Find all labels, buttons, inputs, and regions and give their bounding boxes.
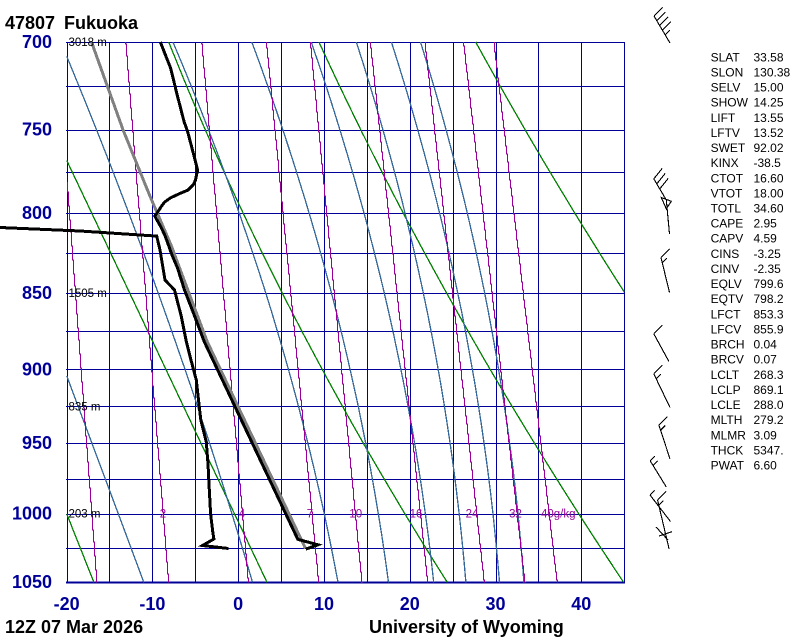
svg-text:SLAT: SLAT xyxy=(711,50,741,64)
svg-text:2: 2 xyxy=(160,509,166,521)
svg-text:-10: -10 xyxy=(139,594,165,614)
svg-text:16.60: 16.60 xyxy=(754,171,784,185)
svg-text:MLMR: MLMR xyxy=(711,428,747,442)
svg-text:MLTH: MLTH xyxy=(711,413,743,427)
svg-text:853.3: 853.3 xyxy=(754,307,784,321)
svg-text:0: 0 xyxy=(233,594,243,614)
svg-text:750: 750 xyxy=(22,120,52,140)
svg-text:1505 m: 1505 m xyxy=(69,288,107,300)
svg-text:20: 20 xyxy=(400,594,420,614)
svg-text:LFCT: LFCT xyxy=(711,307,742,321)
svg-text:SLON: SLON xyxy=(711,65,744,79)
svg-text:279.2: 279.2 xyxy=(754,413,784,427)
svg-text:TOTL: TOTL xyxy=(711,202,742,216)
svg-text:18.00: 18.00 xyxy=(754,186,784,200)
svg-text:CAPE: CAPE xyxy=(711,217,744,231)
svg-text:CINV: CINV xyxy=(711,262,740,276)
svg-text:1050: 1050 xyxy=(12,572,52,592)
svg-text:850: 850 xyxy=(22,283,52,303)
svg-text:16: 16 xyxy=(410,509,423,521)
svg-text:BRCV: BRCV xyxy=(711,353,744,367)
svg-text:835 m: 835 m xyxy=(69,401,101,413)
svg-text:13.52: 13.52 xyxy=(754,126,784,140)
svg-text:700: 700 xyxy=(22,32,52,52)
svg-text:268.3: 268.3 xyxy=(754,368,784,382)
svg-text:13.55: 13.55 xyxy=(754,111,784,125)
svg-text:1000: 1000 xyxy=(12,504,52,524)
svg-text:LCLP: LCLP xyxy=(711,383,741,397)
svg-text:40: 40 xyxy=(571,594,591,614)
svg-text:LFCV: LFCV xyxy=(711,322,742,336)
svg-text:47807: 47807 xyxy=(5,13,55,33)
svg-text:PWAT: PWAT xyxy=(711,459,745,473)
svg-text:CINS: CINS xyxy=(711,247,740,261)
svg-text:33.58: 33.58 xyxy=(754,50,784,64)
svg-text:LCLE: LCLE xyxy=(711,398,741,412)
svg-text:6.60: 6.60 xyxy=(754,459,778,473)
svg-text:KINX: KINX xyxy=(711,156,739,170)
svg-text:92.02: 92.02 xyxy=(754,141,784,155)
svg-text:34.60: 34.60 xyxy=(754,202,784,216)
svg-text:0.07: 0.07 xyxy=(754,353,778,367)
svg-text:5347.: 5347. xyxy=(754,443,784,457)
svg-text:4: 4 xyxy=(239,509,246,521)
svg-text:0.04: 0.04 xyxy=(754,338,778,352)
svg-text:LIFT: LIFT xyxy=(711,111,736,125)
svg-text:LCLT: LCLT xyxy=(711,368,740,382)
svg-text:EQTV: EQTV xyxy=(711,292,744,306)
svg-text:BRCH: BRCH xyxy=(711,338,745,352)
svg-text:-2.35: -2.35 xyxy=(754,262,782,276)
svg-text:130.38: 130.38 xyxy=(754,65,791,79)
svg-text:800: 800 xyxy=(22,203,52,223)
svg-text:7: 7 xyxy=(307,509,313,521)
svg-text:CAPV: CAPV xyxy=(711,232,744,246)
svg-text:10: 10 xyxy=(314,594,334,614)
svg-text:855.9: 855.9 xyxy=(754,322,784,336)
svg-text:900: 900 xyxy=(22,359,52,379)
svg-text:VTOT: VTOT xyxy=(711,186,743,200)
svg-text:-38.5: -38.5 xyxy=(754,156,782,170)
svg-text:Fukuoka: Fukuoka xyxy=(64,13,139,33)
svg-text:950: 950 xyxy=(22,433,52,453)
svg-text:SWET: SWET xyxy=(711,141,746,155)
svg-text:12Z 07 Mar 2026: 12Z 07 Mar 2026 xyxy=(5,617,143,637)
svg-text:15.00: 15.00 xyxy=(754,81,784,95)
svg-text:3.09: 3.09 xyxy=(754,428,778,442)
svg-text:869.1: 869.1 xyxy=(754,383,784,397)
svg-text:SHOW: SHOW xyxy=(711,96,749,110)
svg-text:10: 10 xyxy=(349,509,362,521)
svg-text:799.6: 799.6 xyxy=(754,277,784,291)
svg-text:40g/kg: 40g/kg xyxy=(541,509,576,521)
svg-text:30: 30 xyxy=(486,594,506,614)
svg-text:798.2: 798.2 xyxy=(754,292,784,306)
svg-text:LFTV: LFTV xyxy=(711,126,740,140)
svg-text:EQLV: EQLV xyxy=(711,277,742,291)
svg-text:14.25: 14.25 xyxy=(754,96,784,110)
svg-text:CTOT: CTOT xyxy=(711,171,744,185)
svg-text:4.59: 4.59 xyxy=(754,232,778,246)
svg-text:24: 24 xyxy=(466,509,479,521)
svg-text:-3.25: -3.25 xyxy=(754,247,782,261)
svg-text:288.0: 288.0 xyxy=(754,398,784,412)
svg-text:32: 32 xyxy=(509,509,522,521)
svg-text:203 m: 203 m xyxy=(69,509,101,521)
svg-text:-20: -20 xyxy=(54,594,80,614)
svg-text:2.95: 2.95 xyxy=(754,217,778,231)
svg-text:3018 m: 3018 m xyxy=(69,37,107,49)
svg-text:University of Wyoming: University of Wyoming xyxy=(369,617,564,637)
svg-text:THCK: THCK xyxy=(711,443,744,457)
svg-text:SELV: SELV xyxy=(711,81,741,95)
